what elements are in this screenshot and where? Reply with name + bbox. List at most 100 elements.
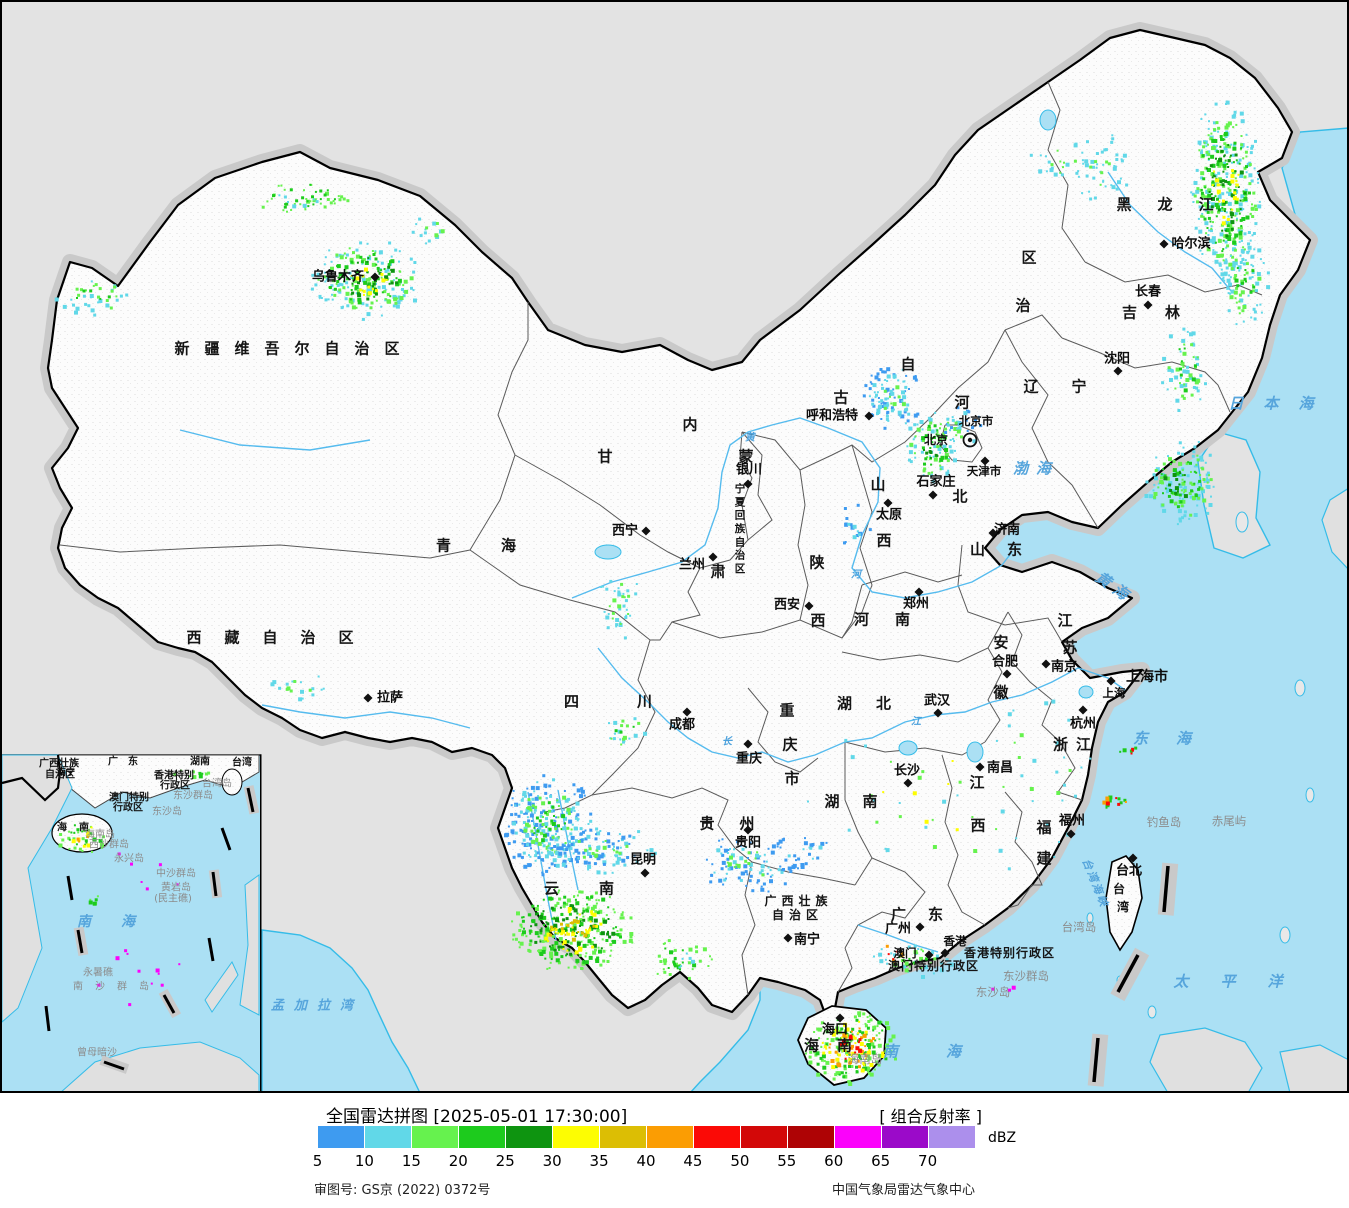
city-marker bbox=[933, 708, 943, 718]
map-label: 海南岛 bbox=[848, 1052, 883, 1066]
echo-cluster bbox=[770, 837, 828, 871]
province-boundary bbox=[1061, 337, 1231, 413]
echo-cluster bbox=[261, 183, 350, 213]
echo-cluster bbox=[1144, 441, 1215, 526]
echo-cluster bbox=[58, 824, 105, 853]
echo-cluster bbox=[140, 881, 179, 891]
map-label: 澳门特别 bbox=[109, 791, 149, 804]
city-label: 上海市 bbox=[1126, 668, 1168, 685]
lake bbox=[594, 544, 622, 560]
colorbar-cell bbox=[459, 1126, 505, 1148]
map-label: 区 bbox=[735, 563, 746, 575]
nine-dash-segment bbox=[220, 827, 232, 851]
map-label: 中沙群岛 bbox=[156, 867, 196, 880]
colorbar-tick: 70 bbox=[918, 1152, 938, 1170]
city-label: 呼和浩特 bbox=[806, 408, 858, 424]
echo-cluster bbox=[805, 1011, 897, 1086]
city-marker bbox=[835, 1013, 845, 1023]
colorbar-tick: 50 bbox=[730, 1152, 750, 1170]
colorbar-tick: 55 bbox=[777, 1152, 797, 1170]
city-marker bbox=[1041, 659, 1051, 669]
city-marker bbox=[743, 739, 753, 749]
map-label: 香港特别行政区 bbox=[963, 945, 1055, 960]
echo-cluster bbox=[1161, 327, 1207, 412]
province-boundary bbox=[1004, 314, 1063, 339]
colorbar-cell bbox=[412, 1126, 458, 1148]
map-label: 福 bbox=[1035, 818, 1051, 836]
river bbox=[597, 647, 1126, 763]
nine-dash-segment bbox=[76, 929, 84, 954]
map-label: 吉林 bbox=[1122, 303, 1208, 321]
nine-dash-segment bbox=[211, 871, 218, 897]
echo-cluster bbox=[885, 944, 905, 963]
map-label: 湾 bbox=[1117, 899, 1129, 914]
map-label: 苏 bbox=[1062, 638, 1077, 656]
city-label: 上海 bbox=[1103, 686, 1126, 700]
map-label: 台湾岛 bbox=[202, 777, 232, 790]
map-label: 江 bbox=[1057, 611, 1072, 629]
province-boundary bbox=[59, 544, 471, 559]
small-island bbox=[1235, 511, 1249, 533]
map-label: 台 bbox=[1113, 881, 1125, 896]
map-label: 广西壮族 bbox=[764, 893, 832, 908]
echo-cluster bbox=[54, 280, 129, 317]
province-boundary bbox=[1004, 329, 1099, 529]
province-boundary bbox=[591, 787, 856, 886]
map-label: 新疆维吾尔自治区 bbox=[174, 339, 414, 357]
city-label: 澳门 bbox=[894, 946, 917, 960]
echo-cluster bbox=[1190, 100, 1262, 283]
colorbar-cell bbox=[506, 1126, 552, 1148]
map-approval-number: 审图号: GS京 (2022) 0372号 bbox=[314, 1183, 491, 1198]
city-marker bbox=[1078, 705, 1088, 715]
city-marker bbox=[783, 933, 793, 943]
echo-cluster bbox=[1119, 746, 1138, 755]
city-label: 兰州 bbox=[679, 557, 705, 573]
small-island bbox=[1305, 787, 1315, 803]
colorbar-cell bbox=[929, 1126, 975, 1148]
foreign-island bbox=[1279, 1044, 1349, 1093]
map-label: 蒙 bbox=[738, 447, 753, 465]
map-label: 夏 bbox=[734, 496, 746, 508]
province-boundary bbox=[1007, 884, 1033, 909]
map-label: 河 bbox=[954, 393, 969, 411]
city-label: 成都 bbox=[669, 717, 695, 733]
map-label: 庆 bbox=[782, 735, 797, 753]
province-boundary bbox=[741, 861, 756, 996]
echo-cluster bbox=[504, 774, 593, 877]
city-label: 拉萨 bbox=[377, 690, 403, 706]
city-marker bbox=[1002, 669, 1012, 679]
province-boundary bbox=[741, 431, 773, 541]
nine-dash-segment bbox=[246, 787, 255, 813]
map-label: 广东 bbox=[891, 905, 965, 923]
reflectivity-colorbar bbox=[318, 1126, 975, 1148]
map-label: 南海 bbox=[883, 1042, 1009, 1060]
colorbar-tick: 20 bbox=[448, 1152, 468, 1170]
city-label: 太原 bbox=[875, 507, 902, 523]
map-label: 广东 bbox=[108, 755, 148, 768]
map-label: 河 bbox=[851, 569, 863, 581]
city-marker bbox=[641, 526, 651, 536]
taiwan-island bbox=[1105, 855, 1143, 952]
map-label: 湖北 bbox=[837, 694, 915, 712]
province-boundary bbox=[1084, 261, 1263, 296]
nine-dash-segment bbox=[103, 1060, 125, 1071]
colorbar-cell bbox=[835, 1126, 881, 1148]
province-boundary bbox=[837, 947, 853, 993]
city-marker bbox=[1106, 676, 1116, 686]
legend-panel: 全国雷达拼图 [2025-05-01 17:30:00] [ 组合反射率 ] d… bbox=[0, 1093, 1349, 1208]
city-label: 台北 bbox=[1116, 863, 1142, 879]
echo-cluster bbox=[411, 217, 445, 245]
river bbox=[857, 924, 939, 953]
echo-cluster bbox=[88, 895, 99, 906]
city-label: 北京市 bbox=[959, 414, 994, 428]
nine-dash-segment bbox=[207, 937, 215, 962]
colorbar-tick: 65 bbox=[871, 1152, 891, 1170]
capital-marker-dot bbox=[967, 437, 973, 443]
city-label: 南京 bbox=[1051, 659, 1077, 675]
city-label: 广州 bbox=[885, 921, 911, 937]
map-label: 赤尾屿 bbox=[1212, 814, 1247, 828]
map-label: 南宁 bbox=[57, 766, 75, 778]
city-label: 海口 bbox=[822, 1022, 848, 1038]
city-marker bbox=[1128, 853, 1138, 863]
map-label: 辽宁 bbox=[1023, 377, 1119, 395]
